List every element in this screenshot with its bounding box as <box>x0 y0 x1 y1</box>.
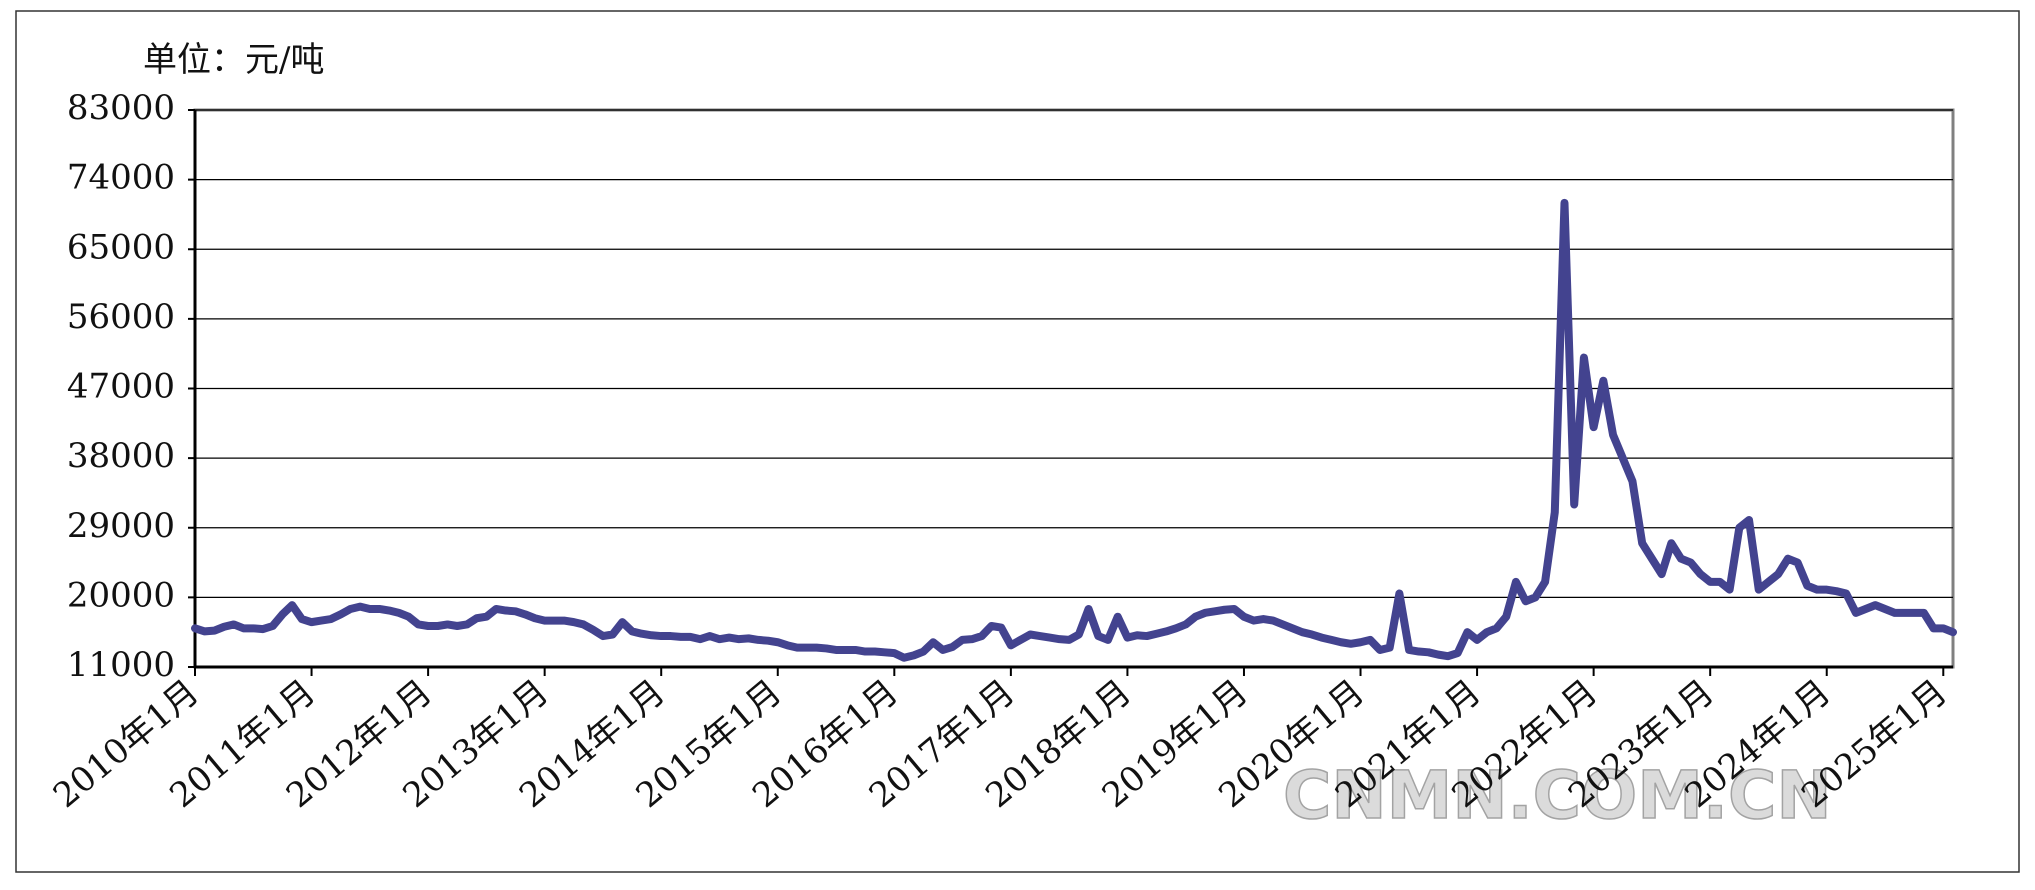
grid <box>188 108 1955 676</box>
y-tick-label: 29000 <box>67 506 175 546</box>
y-tick-label: 83000 <box>67 88 175 128</box>
plot-area <box>191 198 1957 662</box>
y-tick-label: 11000 <box>67 645 175 685</box>
y-tick-label: 47000 <box>67 367 175 407</box>
frame <box>15 10 2020 873</box>
data-line <box>191 198 1957 662</box>
y-tick-label: 65000 <box>67 227 175 267</box>
y-tick-label: 56000 <box>67 297 175 337</box>
y-tick-label: 20000 <box>67 575 175 615</box>
watermark: CNMN.COM.CN <box>1283 757 1832 834</box>
y-tick-label: 38000 <box>67 436 175 476</box>
y-tick-label: 74000 <box>67 158 175 198</box>
y-axis-label: 单位：元/吨 <box>143 40 324 80</box>
